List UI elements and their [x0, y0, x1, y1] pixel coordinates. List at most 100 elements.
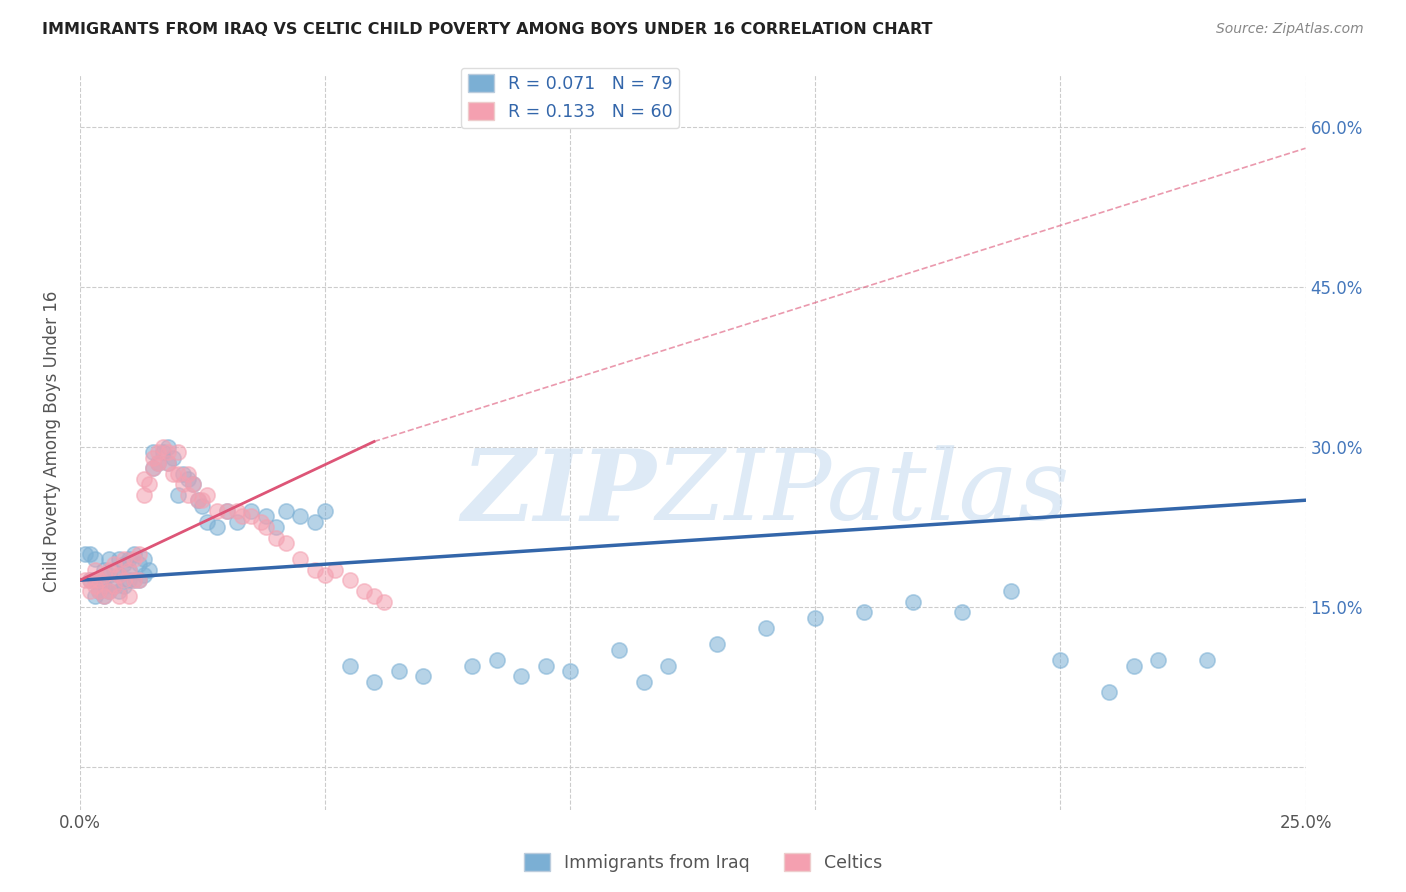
- Point: [186, 493, 208, 508]
- Point: [353, 583, 375, 598]
- Point: [157, 445, 180, 459]
- Point: [93, 589, 115, 603]
- Point: [128, 558, 150, 572]
- Point: [412, 669, 434, 683]
- Point: [108, 567, 131, 582]
- Point: [93, 567, 115, 582]
- Point: [138, 477, 160, 491]
- Point: [240, 509, 263, 524]
- Point: [167, 488, 190, 502]
- Point: [103, 563, 125, 577]
- Point: [122, 573, 145, 587]
- Point: [607, 642, 630, 657]
- Point: [250, 515, 273, 529]
- Legend: Immigrants from Iraq, Celtics: Immigrants from Iraq, Celtics: [517, 847, 889, 879]
- Point: [98, 563, 121, 577]
- Point: [172, 477, 194, 491]
- Point: [323, 563, 346, 577]
- Point: [205, 520, 228, 534]
- Point: [167, 467, 190, 481]
- Point: [93, 563, 115, 577]
- Point: [853, 605, 876, 619]
- Point: [485, 653, 508, 667]
- Point: [157, 456, 180, 470]
- Point: [167, 445, 190, 459]
- Point: [98, 567, 121, 582]
- Point: [177, 472, 200, 486]
- Point: [118, 563, 141, 577]
- Point: [162, 467, 184, 481]
- Point: [89, 573, 111, 587]
- Point: [510, 669, 533, 683]
- Point: [363, 674, 385, 689]
- Point: [264, 531, 287, 545]
- Point: [132, 552, 155, 566]
- Point: [264, 520, 287, 534]
- Point: [177, 488, 200, 502]
- Point: [1098, 685, 1121, 699]
- Point: [215, 504, 238, 518]
- Point: [79, 583, 101, 598]
- Point: [950, 605, 973, 619]
- Point: [314, 504, 336, 518]
- Point: [122, 552, 145, 566]
- Point: [98, 583, 121, 598]
- Point: [290, 552, 312, 566]
- Point: [177, 467, 200, 481]
- Point: [148, 445, 170, 459]
- Point: [274, 536, 297, 550]
- Point: [274, 504, 297, 518]
- Point: [903, 594, 925, 608]
- Point: [112, 558, 135, 572]
- Point: [132, 567, 155, 582]
- Point: [195, 515, 218, 529]
- Point: [254, 520, 277, 534]
- Point: [657, 658, 679, 673]
- Point: [108, 583, 131, 598]
- Point: [108, 552, 131, 566]
- Point: [254, 509, 277, 524]
- Point: [373, 594, 395, 608]
- Point: [128, 573, 150, 587]
- Point: [304, 563, 326, 577]
- Point: [339, 573, 361, 587]
- Point: [118, 589, 141, 603]
- Point: [162, 450, 184, 465]
- Point: [181, 477, 204, 491]
- Point: [363, 589, 385, 603]
- Point: [142, 450, 165, 465]
- Point: [152, 440, 174, 454]
- Point: [339, 658, 361, 673]
- Point: [128, 547, 150, 561]
- Point: [225, 504, 247, 518]
- Point: [112, 578, 135, 592]
- Point: [103, 578, 125, 592]
- Point: [534, 658, 557, 673]
- Point: [132, 472, 155, 486]
- Point: [93, 578, 115, 592]
- Point: [83, 563, 105, 577]
- Y-axis label: Child Poverty Among Boys Under 16: Child Poverty Among Boys Under 16: [44, 291, 60, 592]
- Point: [387, 664, 409, 678]
- Legend: R = 0.071   N = 79, R = 0.133   N = 60: R = 0.071 N = 79, R = 0.133 N = 60: [461, 68, 679, 128]
- Point: [73, 573, 96, 587]
- Point: [122, 573, 145, 587]
- Point: [79, 547, 101, 561]
- Point: [103, 578, 125, 592]
- Point: [148, 456, 170, 470]
- Point: [290, 509, 312, 524]
- Point: [152, 445, 174, 459]
- Point: [186, 493, 208, 508]
- Point: [83, 589, 105, 603]
- Point: [1000, 583, 1022, 598]
- Point: [118, 573, 141, 587]
- Point: [138, 563, 160, 577]
- Point: [461, 658, 484, 673]
- Point: [122, 547, 145, 561]
- Point: [1049, 653, 1071, 667]
- Point: [148, 456, 170, 470]
- Point: [215, 504, 238, 518]
- Text: IMMIGRANTS FROM IRAQ VS CELTIC CHILD POVERTY AMONG BOYS UNDER 16 CORRELATION CHA: IMMIGRANTS FROM IRAQ VS CELTIC CHILD POV…: [42, 22, 932, 37]
- Point: [132, 488, 155, 502]
- Point: [225, 515, 247, 529]
